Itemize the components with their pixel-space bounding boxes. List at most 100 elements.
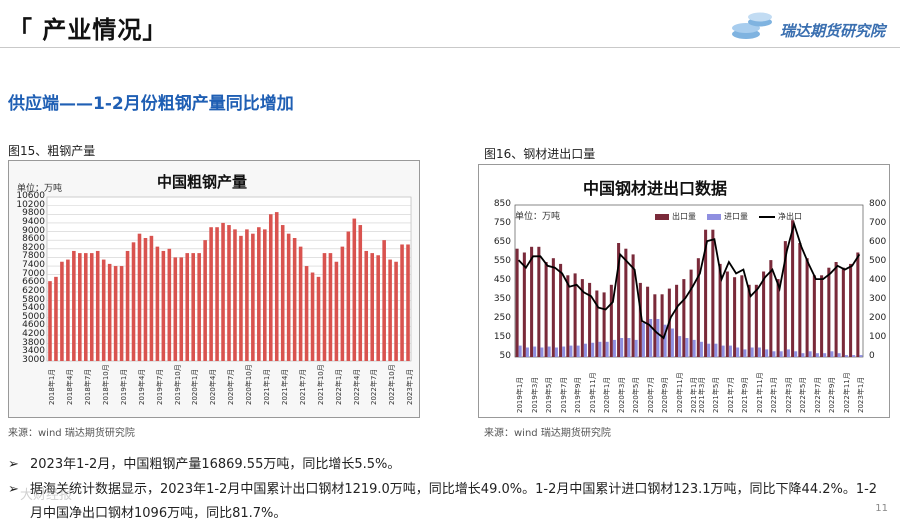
y-tick-label: 3000	[22, 355, 45, 365]
bar	[113, 266, 118, 361]
x-tick-label: 2018年1月	[48, 368, 57, 405]
bar	[388, 259, 392, 361]
bar	[257, 227, 261, 361]
export-bar	[747, 284, 751, 357]
export-bar	[660, 294, 664, 357]
export-bar	[631, 254, 635, 357]
bar	[119, 266, 124, 361]
bar	[322, 253, 327, 361]
import-bar	[685, 338, 689, 357]
x-tick-label: 2022年5月	[799, 376, 808, 413]
export-bar	[544, 262, 548, 357]
x-tick-label: 2021年7月	[298, 368, 307, 405]
import-bar	[598, 341, 602, 357]
chart2-title: 中国钢材进出口数据	[583, 179, 728, 198]
y-tick-label-right: 400	[869, 275, 887, 285]
bar	[167, 248, 172, 361]
chart1-plot	[46, 196, 412, 362]
export-bar	[740, 275, 744, 357]
y-tick-label-right: 700	[869, 218, 887, 228]
logo-text: 瑞达期货研究院	[780, 22, 886, 40]
bar	[376, 255, 380, 361]
bar	[400, 244, 404, 361]
export-bar	[609, 284, 613, 357]
import-bar	[786, 349, 790, 357]
x-tick-label: 2019年5月	[545, 376, 554, 413]
bar	[149, 235, 154, 361]
import-bar	[844, 355, 848, 357]
fig16-source: 来源：wind 瑞达期货研究院	[484, 428, 611, 439]
y-tick-label: 6600	[22, 277, 45, 288]
bar	[179, 257, 184, 361]
export-bar	[812, 275, 816, 357]
x-tick-label: 2020年10月	[245, 364, 254, 405]
export-bar	[798, 243, 802, 357]
import-bar	[859, 355, 863, 357]
export-bar	[515, 248, 519, 357]
import-bar	[736, 347, 740, 357]
export-bar	[537, 246, 541, 357]
export-bar	[602, 292, 606, 357]
bar	[101, 259, 106, 361]
export-bar	[791, 220, 795, 357]
y-tick-label: 9400	[22, 216, 45, 227]
bar	[131, 242, 136, 361]
bar	[125, 250, 130, 361]
y-tick-label-right: 300	[869, 294, 887, 304]
bar	[48, 281, 52, 361]
export-bar	[762, 271, 766, 357]
export-bar	[566, 275, 570, 357]
export-bar	[580, 279, 584, 357]
chart1-title: 中国粗钢产量	[157, 173, 248, 191]
bar	[382, 240, 386, 361]
bar	[95, 250, 100, 361]
bar	[370, 253, 375, 361]
chart2-unit: 单位：万吨	[515, 212, 561, 222]
y-tick-label-left: 650	[493, 237, 511, 247]
bar	[328, 253, 333, 361]
import-bar	[612, 339, 616, 357]
x-tick-label: 2021年4月	[280, 368, 289, 405]
y-tick-label-left: 350	[493, 294, 511, 304]
y-tick-label: 8200	[22, 242, 45, 253]
x-tick-label: 2022年10月	[388, 364, 397, 405]
y-tick-label: 4200	[22, 329, 45, 340]
bar	[191, 253, 195, 361]
import-bar	[837, 353, 841, 357]
x-tick-label: 2018年4月	[66, 368, 75, 405]
import-bar	[525, 347, 529, 357]
import-bar	[830, 351, 834, 357]
y-tick-label-left: 450	[493, 275, 511, 285]
y-tick-label: 9000	[22, 225, 45, 236]
import-bar	[663, 324, 667, 357]
plot-area	[514, 204, 864, 358]
net-export-line	[517, 220, 861, 340]
x-tick-label: 2020年7月	[646, 376, 655, 413]
bar	[364, 250, 369, 361]
y-tick-label: 7800	[22, 251, 45, 262]
export-bar	[522, 252, 526, 357]
export-bar	[624, 248, 628, 357]
export-bar	[769, 260, 773, 357]
import-bar	[562, 346, 566, 357]
bar	[137, 233, 142, 361]
bar	[89, 253, 94, 361]
bar	[251, 233, 255, 361]
bar	[233, 229, 237, 361]
y-tick-label: 5000	[22, 311, 45, 322]
export-bar	[776, 279, 780, 357]
x-tick-label: 2022年4月	[352, 368, 361, 405]
y-tick-label-left: 850	[493, 199, 511, 209]
bar	[352, 218, 357, 361]
y-tick-label-left: 750	[493, 218, 511, 228]
x-tick-label: 2019年3月	[530, 376, 539, 413]
x-tick-label: 2019年10月	[173, 364, 182, 405]
import-bar	[808, 351, 812, 357]
bullet-list: ➢ 2023年1-2月，中国粗钢产量16869.55万吨，同比增长5.5%。 ➢ 据…	[8, 452, 888, 526]
import-bar	[605, 341, 609, 357]
x-tick-label: 2020年1月	[603, 376, 612, 413]
import-bar	[533, 346, 537, 357]
import-bar	[728, 345, 732, 357]
x-tick-label: 2019年1月	[119, 368, 128, 405]
y-tick-label: 7400	[22, 260, 45, 271]
